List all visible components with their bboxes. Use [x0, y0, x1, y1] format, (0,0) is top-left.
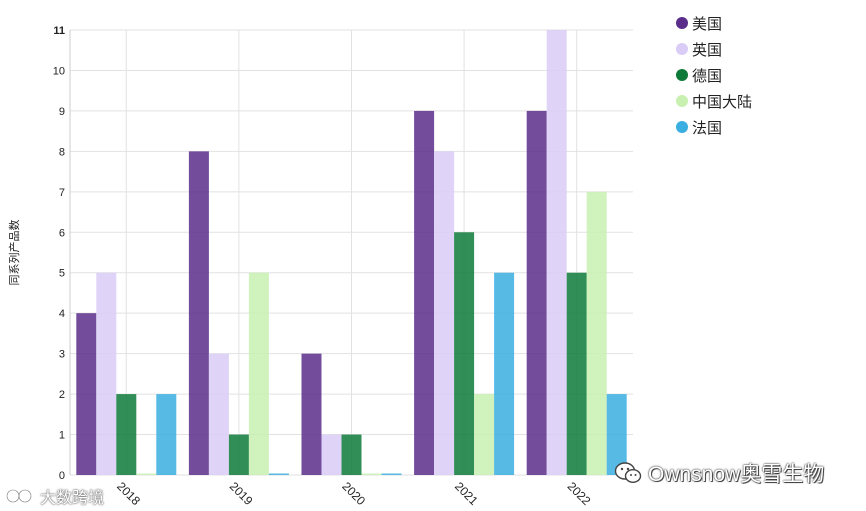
bar-2021-2 [454, 232, 475, 475]
bar-2022-2 [566, 272, 587, 475]
legend-label: 美国 [692, 15, 723, 33]
legend-dot-icon [676, 69, 688, 81]
legend-label: 中国大陆 [692, 93, 753, 111]
y-tick-label: 1 [59, 430, 65, 442]
legend-item: 美国 [676, 10, 752, 36]
bar-2018-1 [96, 272, 117, 475]
bar-2018-3 [136, 473, 157, 475]
bar-2018-2 [116, 394, 137, 475]
y-axis-label: 同系列产品数 [7, 220, 21, 286]
y-tick-label: 9 [59, 106, 65, 118]
watermark-ownsnow: Ownsnow奥雪生物 [614, 458, 824, 488]
watermark-left-text: 大数跨境 [40, 490, 105, 507]
bar-2019-0 [188, 151, 209, 475]
bar-2021-1 [434, 151, 455, 475]
bar-2021-3 [474, 394, 495, 475]
bar-2019-4 [268, 473, 289, 475]
legend-dot-icon [676, 43, 688, 55]
watermark-right-text: Ownsnow奥雪生物 [648, 463, 825, 486]
wechat-icon [614, 462, 642, 484]
legend-item: 中国大陆 [676, 88, 752, 114]
legend-item: 英国 [676, 36, 752, 62]
bar-2020-0 [301, 353, 322, 475]
x-tick-labels: 2018 2019 2020 2021 2022 [114, 479, 593, 508]
y-tick-labels: 0 1 2 3 4 5 6 7 8 9 10 11 [53, 25, 65, 482]
legend-label: 英国 [692, 41, 723, 59]
legend-item: 法国 [676, 114, 752, 140]
bar-2021-4 [494, 272, 515, 475]
x-tick-label: 2020 [339, 479, 368, 508]
x-tick-label: 2022 [565, 479, 594, 508]
watermark-dashu: 大数跨境 [6, 484, 104, 508]
y-tick-label: 0 [59, 470, 65, 482]
x-tick-label: 2018 [114, 479, 143, 508]
bar-2022-4 [606, 394, 627, 475]
bar-2019-2 [228, 434, 249, 475]
y-tick-label: 5 [59, 268, 65, 280]
y-tick-label: 2 [59, 389, 65, 401]
bar-2020-3 [361, 473, 382, 475]
y-tick-label: 4 [59, 308, 65, 320]
bar-2022-1 [546, 30, 567, 475]
y-tick-label: 6 [59, 227, 65, 239]
bar-2022-3 [586, 191, 607, 475]
bar-2018-4 [156, 394, 177, 475]
legend-label: 德国 [692, 67, 723, 85]
legend-dot-icon [676, 121, 688, 133]
chart-legend: 美国英国德国中国大陆法国 [676, 10, 752, 140]
legend-dot-icon [676, 95, 688, 107]
bar-2018-0 [76, 313, 97, 475]
bar-2019-1 [208, 353, 229, 475]
y-tick-label: 7 [59, 187, 65, 199]
y-tick-label: 11 [53, 25, 65, 37]
y-tick-label: 8 [59, 146, 65, 158]
bar-2021-0 [414, 110, 435, 475]
legend-label: 法国 [692, 119, 723, 137]
legend-item: 德国 [676, 62, 752, 88]
bars [76, 30, 627, 475]
y-tick-label: 3 [59, 349, 65, 361]
y-tick-label: 10 [53, 65, 65, 77]
bar-2020-4 [381, 473, 402, 475]
bar-2020-2 [341, 434, 362, 475]
legend-dot-icon [676, 17, 688, 29]
bar-2019-3 [248, 272, 269, 475]
x-tick-label: 2019 [227, 479, 256, 508]
bar-2020-1 [321, 434, 342, 475]
x-tick-label: 2021 [452, 479, 481, 508]
logo-mark-icon [6, 488, 33, 504]
bar-2022-0 [526, 110, 547, 475]
